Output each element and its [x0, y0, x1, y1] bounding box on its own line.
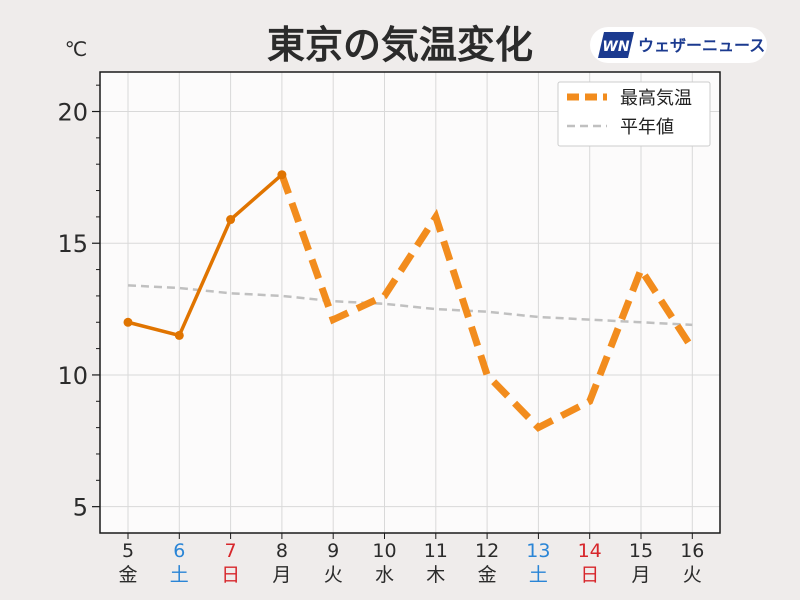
x-tick-label-weekday: 金	[118, 564, 137, 586]
x-tick-label-weekday: 日	[580, 564, 599, 586]
weathernews-logo: WN ウェザーニュース	[590, 27, 767, 63]
legend-max-temp-label: 最高気温	[620, 88, 692, 109]
observed-max-temperature-line	[127, 173, 284, 338]
x-tick-label-day: 10	[372, 540, 396, 562]
x-tick-label-weekday: 土	[170, 564, 189, 586]
observed-data-point	[226, 215, 236, 225]
axes	[92, 84, 693, 539]
plot-frame	[99, 71, 721, 534]
x-tick-label-weekday: 日	[221, 564, 240, 586]
chart-title: 東京の気温変化	[267, 23, 533, 67]
x-tick-label-weekday: 月	[631, 564, 650, 586]
x-tick-label-day: 16	[680, 540, 704, 562]
forecast-max-temperature-line	[278, 173, 696, 432]
x-tick-label-weekday: 木	[426, 564, 445, 586]
y-unit-label: ℃	[65, 37, 87, 61]
legend: 最高気温 平年値	[557, 81, 711, 147]
series	[123, 170, 696, 432]
logo-text: ウェザーニュース	[638, 36, 765, 55]
x-tick-label-day: 11	[424, 540, 448, 562]
observed-data-point	[174, 330, 184, 340]
y-tick-label: 10	[57, 362, 88, 390]
x-tick-label-weekday: 土	[529, 564, 548, 586]
grid	[100, 72, 720, 533]
x-tick-label-day: 7	[225, 540, 237, 562]
y-tick-label: 5	[73, 494, 88, 522]
x-tick-label-day: 9	[327, 540, 339, 562]
x-tick-label-weekday: 金	[478, 564, 497, 586]
x-tick-label-weekday: 火	[683, 564, 702, 586]
weathernews-mark-icon: WN	[598, 32, 634, 58]
x-tick-label-weekday: 火	[324, 564, 343, 586]
normal-temperature-line	[127, 284, 693, 327]
x-tick-label-day: 12	[475, 540, 499, 562]
plot-area	[100, 72, 720, 533]
observed-data-point	[277, 170, 287, 180]
x-tick-label-day: 15	[629, 540, 653, 562]
x-tick-label-day: 8	[276, 540, 288, 562]
logo-mark: WN	[602, 39, 629, 55]
x-tick-label-weekday: 水	[375, 564, 394, 586]
x-tick-label-day: 6	[173, 540, 185, 562]
y-tick-labels: 5 10 15 20	[57, 99, 88, 522]
y-tick-label: 15	[57, 230, 88, 258]
y-tick-label: 20	[57, 99, 88, 127]
x-tick-label-day: 14	[578, 540, 602, 562]
x-tick-label-weekday: 月	[272, 564, 291, 586]
x-tick-label-day: 5	[122, 540, 134, 562]
legend-normal-label: 平年値	[620, 117, 674, 138]
x-tick-label-day: 13	[526, 540, 550, 562]
observed-data-point	[123, 317, 133, 327]
